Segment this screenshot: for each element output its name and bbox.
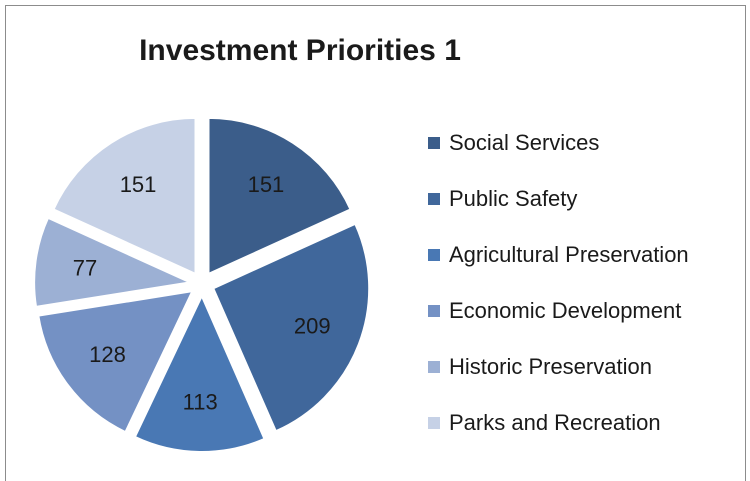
legend-swatch: [428, 305, 440, 317]
pie-slice-public-safety: [211, 222, 371, 433]
data-label: 209: [294, 314, 331, 339]
data-label: 151: [120, 172, 157, 197]
pie-slice-social-services: [207, 116, 352, 276]
legend-item: Historic Preservation: [428, 352, 652, 382]
pie-slice-agricultural-preservation: [133, 293, 266, 453]
pie-slice-parks-and-recreation: [52, 116, 197, 276]
legend-label: Parks and Recreation: [449, 410, 661, 435]
legend-swatch: [428, 193, 440, 205]
legend-item: Agricultural Preservation: [428, 240, 689, 270]
data-label: 113: [183, 390, 218, 415]
legend-item: Economic Development: [428, 296, 681, 326]
chart-title: Investment Priorities 1: [139, 34, 461, 67]
pie-slice-economic-development: [37, 289, 195, 434]
legend-label: Historic Preservation: [449, 354, 652, 379]
legend-item: Parks and Recreation: [428, 408, 661, 438]
data-label: 77: [73, 256, 97, 281]
legend-label: Public Safety: [449, 186, 578, 211]
legend-swatch: [428, 137, 440, 149]
data-label: 128: [89, 342, 126, 367]
legend-label: Agricultural Preservation: [449, 242, 689, 267]
legend-item: Social Services: [428, 128, 599, 158]
legend-label: Social Services: [449, 130, 600, 155]
pie-slice-historic-preservation: [33, 216, 194, 308]
legend-swatch: [428, 361, 440, 373]
legend-swatch: [428, 417, 440, 429]
data-label: 151: [248, 172, 285, 197]
legend-item: Public Safety: [428, 184, 577, 214]
legend-label: Economic Development: [449, 298, 682, 323]
legend-swatch: [428, 249, 440, 261]
